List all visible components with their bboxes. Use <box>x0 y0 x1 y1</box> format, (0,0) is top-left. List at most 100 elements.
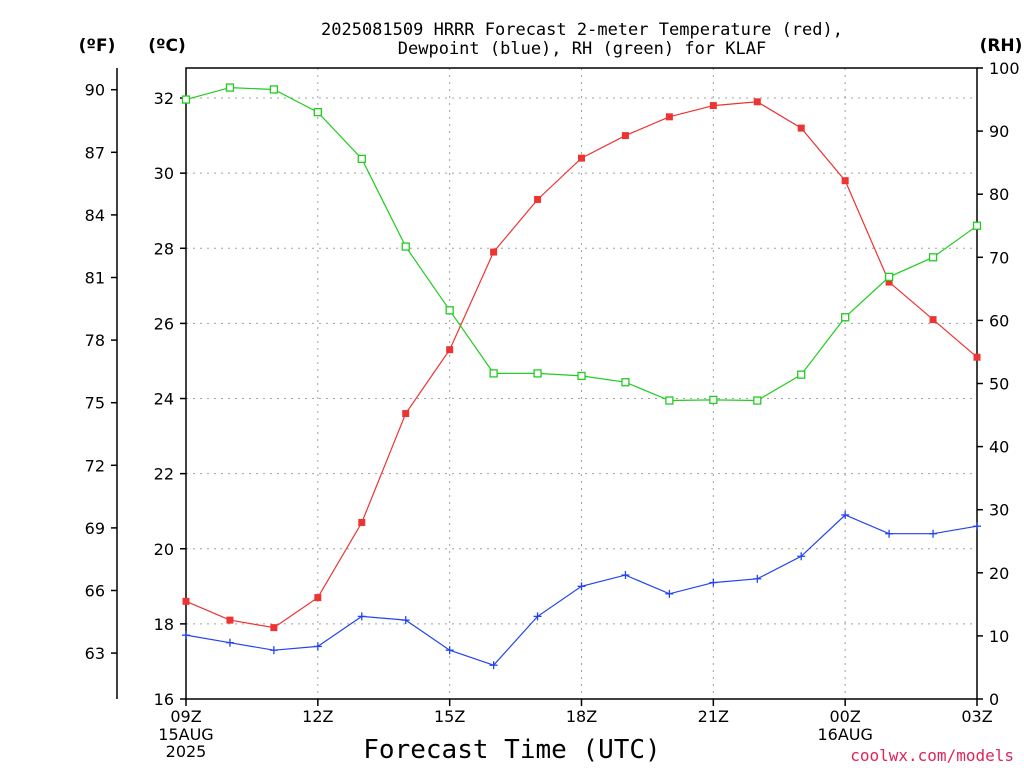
rh-tick-label: 70 <box>989 248 1009 267</box>
rh-point <box>489 369 498 378</box>
x-tick-label: 21Z <box>698 707 729 726</box>
temperature-point <box>358 518 366 526</box>
temperature-point <box>929 316 937 324</box>
dewpoint-point <box>665 589 674 598</box>
rh-tick-label: 50 <box>989 375 1009 394</box>
temperature-point <box>621 132 629 140</box>
dewpoint-point <box>225 638 234 647</box>
temperature-point <box>797 124 805 132</box>
celsius-tick-label: 20 <box>154 540 174 559</box>
dewpoint-point <box>313 642 322 651</box>
rh-point <box>357 154 366 164</box>
rh-point <box>577 371 586 381</box>
celsius-tick-label: 24 <box>154 390 174 409</box>
x-tick-label: 03Z <box>961 707 992 726</box>
fahrenheit-tick-label: 84 <box>85 206 105 225</box>
x-axis-title: Forecast Time (UTC) <box>363 735 660 765</box>
temperature-point <box>446 346 454 354</box>
chart-title-line-2: Dewpoint (blue), RH (green) for KLAF <box>398 39 766 59</box>
temperature-point <box>534 195 542 203</box>
dewpoint-point <box>973 522 981 531</box>
rh-point <box>225 83 235 92</box>
dewpoint-point <box>269 646 278 655</box>
x-tick-label: 18Z <box>566 707 597 726</box>
x-tick-label: 15Z <box>434 707 465 726</box>
dewpoint-point <box>533 612 542 621</box>
rh-tick-label: 20 <box>989 564 1009 583</box>
temperature-point <box>490 248 498 256</box>
data-series <box>181 83 982 670</box>
celsius-tick-label: 30 <box>154 164 174 183</box>
temperature-point <box>665 113 673 121</box>
rh-tick-label: 100 <box>989 59 1020 78</box>
rh-tick-label: 30 <box>989 501 1009 520</box>
fahrenheit-tick-label: 87 <box>85 143 105 162</box>
fahrenheit-tick-label: 66 <box>85 581 105 600</box>
series-rh <box>181 83 982 405</box>
fahrenheit-unit-label: (ºF) <box>79 36 116 56</box>
dewpoint-point <box>357 612 366 621</box>
fahrenheit-tick-label: 75 <box>85 394 105 413</box>
fahrenheit-tick-label: 69 <box>85 519 105 538</box>
temperature-point <box>973 353 981 361</box>
dewpoint-point <box>489 661 498 670</box>
temperature-point <box>753 98 761 106</box>
source-credit: coolwx.com/models <box>850 746 1014 765</box>
celsius-tick-label: 22 <box>154 465 174 484</box>
rh-tick-label: 40 <box>989 438 1009 457</box>
dewpoint-point <box>621 571 630 580</box>
grid-lines <box>186 68 977 699</box>
dewpoint-point <box>929 529 938 538</box>
rh-point <box>401 242 410 251</box>
x-tick-date-label: 2025 <box>166 742 207 761</box>
fahrenheit-tick-label: 90 <box>85 81 105 100</box>
series-dewpoint <box>182 510 981 670</box>
temperature-point <box>226 616 234 624</box>
dewpoint-point <box>797 552 806 561</box>
celsius-tick-label: 32 <box>154 89 174 108</box>
rh-point <box>884 272 894 282</box>
fahrenheit-tick-label: 78 <box>85 331 105 350</box>
dewpoint-point <box>401 616 410 625</box>
tick-labels: 16 18 20 22 24 26 28 30 32 63 66 69 72 75 78 81 84 87 90 0 1… <box>85 59 1020 761</box>
rh-tick-label: 0 <box>989 690 999 709</box>
dewpoint-point <box>577 582 586 591</box>
rh-tick-label: 90 <box>989 122 1009 141</box>
rh-point <box>928 253 938 262</box>
dewpoint-point <box>445 646 454 655</box>
rh-point <box>533 369 542 378</box>
temperature-point <box>402 410 410 418</box>
x-tick-label: 09Z <box>170 707 201 726</box>
rh-point <box>665 396 674 405</box>
temperature-point <box>885 278 893 286</box>
temperature-point <box>182 597 190 605</box>
celsius-tick-label: 26 <box>154 314 174 333</box>
dewpoint-point <box>841 510 850 519</box>
temperature-point <box>270 624 278 632</box>
celsius-tick-label: 28 <box>154 239 174 258</box>
chart-title-line-1: 2025081509 HRRR Forecast 2-meter Tempera… <box>321 20 843 40</box>
celsius-tick-label: 18 <box>154 615 174 634</box>
rh-unit-label: (RH) <box>980 36 1023 56</box>
series-temperature <box>182 98 981 632</box>
fahrenheit-tick-label: 81 <box>85 268 105 287</box>
rh-point <box>181 95 191 104</box>
rh-point <box>269 85 279 94</box>
chart-axes <box>111 67 983 706</box>
temperature-point <box>578 154 585 162</box>
dewpoint-point <box>709 578 718 587</box>
rh-tick-label: 10 <box>989 627 1009 646</box>
temperature-point <box>709 102 717 110</box>
dewpoint-point <box>885 529 894 538</box>
rh-point <box>797 370 806 379</box>
x-tick-label: 12Z <box>302 707 333 726</box>
dewpoint-point <box>182 631 190 640</box>
temperature-point <box>841 177 849 185</box>
dewpoint-point <box>753 574 762 583</box>
rh-point <box>841 313 850 322</box>
rh-point <box>313 108 322 117</box>
fahrenheit-tick-label: 63 <box>85 644 105 663</box>
x-tick-label: 00Z <box>830 707 861 726</box>
celsius-unit-label: (ºC) <box>148 36 186 56</box>
